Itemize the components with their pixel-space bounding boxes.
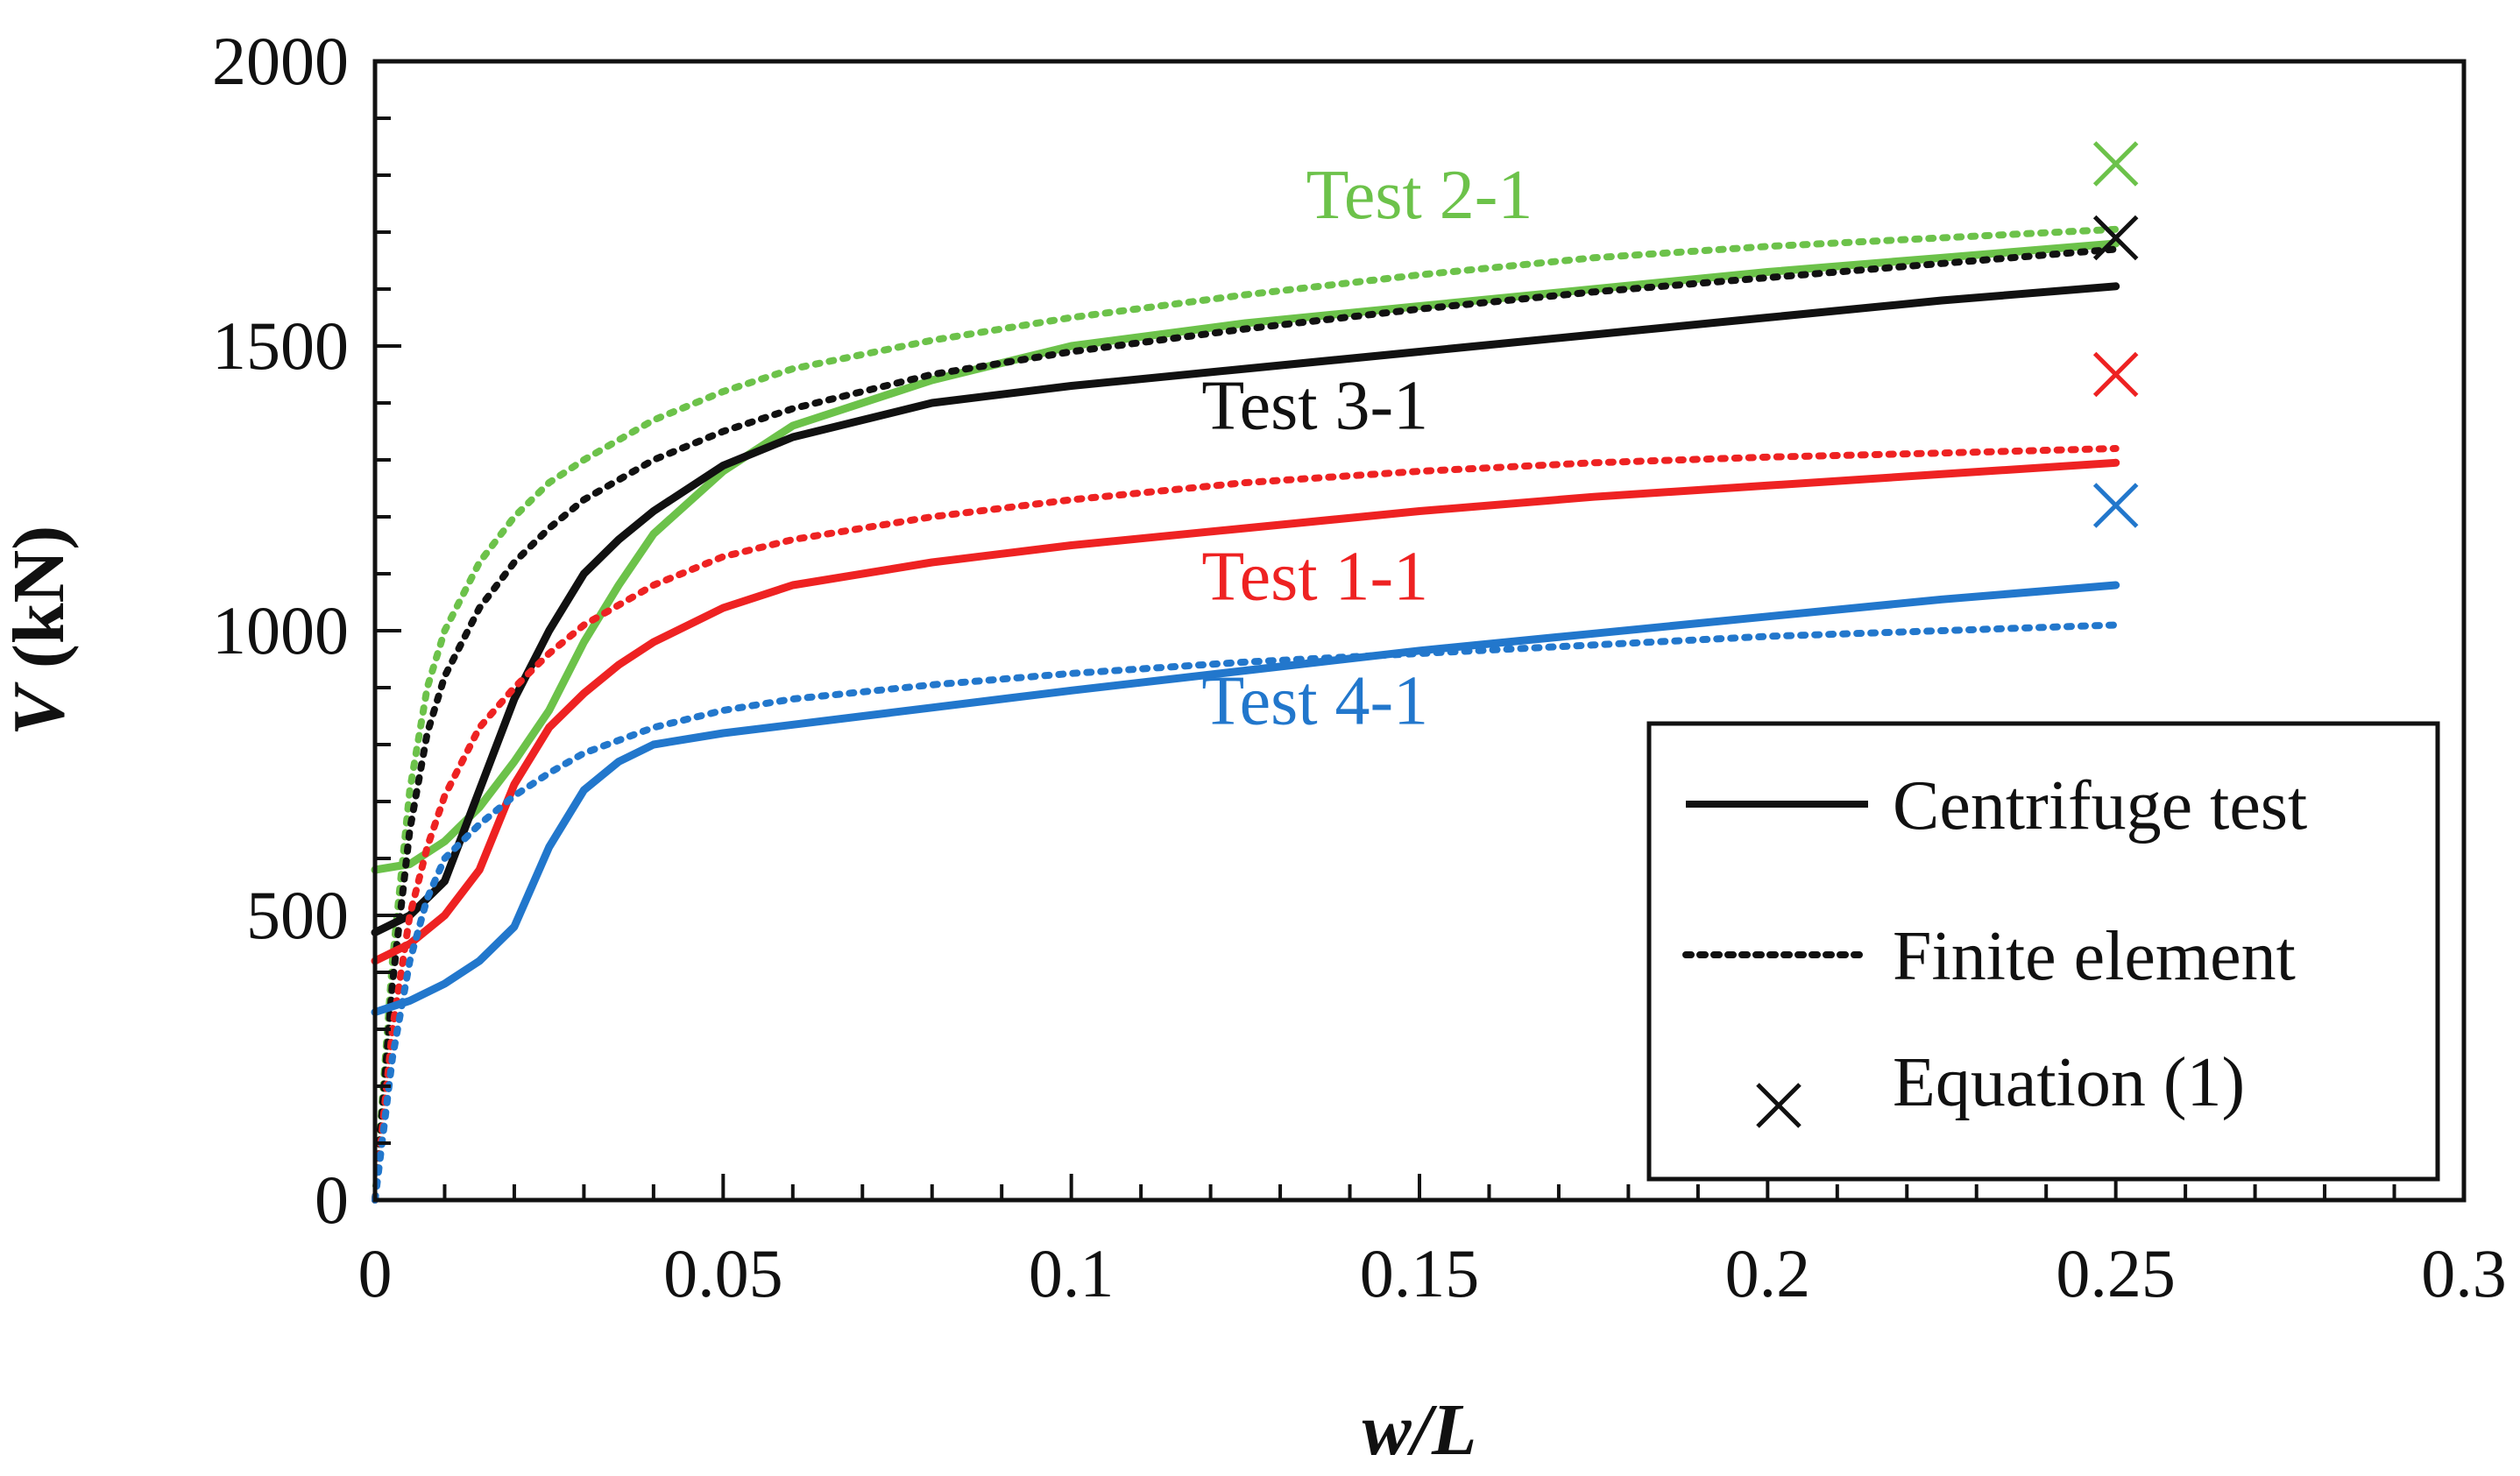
x-tick-label: 0.05: [663, 1235, 783, 1311]
test-3-1-equation-1-marker: [2092, 215, 2139, 261]
x-axis-title: w/L: [1363, 1389, 1477, 1471]
legend-label-finite-element: Finite element: [1893, 918, 2296, 995]
y-axis-title-units: (kN): [0, 526, 80, 687]
x-tick-label: 0.1: [1029, 1235, 1115, 1311]
equation-markers: [2092, 141, 2139, 528]
test-1-1-centrifuge-test-line: [371, 458, 2120, 965]
y-tick-label: 2000: [212, 23, 349, 99]
y-tick-label: 0: [315, 1162, 349, 1238]
test-4-1-equation-1-marker: [2092, 483, 2139, 528]
series-layer: [371, 225, 2120, 1204]
test-1-1-finite-element-line: [372, 445, 2120, 1204]
y-tick-label: 1500: [212, 307, 349, 384]
y-axis-title-symbol: V: [0, 682, 80, 736]
legend-cross-marker-icon: [1756, 1083, 1802, 1128]
test-4-1-label: Test 4-1: [1201, 663, 1428, 740]
legend-label-equation-1: Equation (1): [1893, 1044, 2245, 1121]
x-tick-label: 0.2: [1725, 1235, 1811, 1311]
test-1-1-label: Test 1-1: [1201, 538, 1428, 615]
y-tick-label: 500: [246, 877, 349, 953]
x-tick-label: 0.25: [2056, 1235, 2176, 1311]
test-4-1-finite-element-line: [372, 621, 2120, 1204]
test-3-1-label: Test 3-1: [1201, 367, 1428, 444]
test-2-1-label: Test 2-1: [1306, 157, 1533, 234]
test-2-1-finite-element-line: [372, 225, 2120, 1204]
test-1-1-equation-1-marker: [2092, 351, 2139, 398]
test-2-1-equation-1-marker: [2092, 141, 2139, 187]
x-tick-label: 0.15: [1360, 1235, 1480, 1311]
axis-ticks: 0 0.05 0.1 0.15 0.2 0.25 0.3 0 500 1000 1500 2000: [212, 23, 2507, 1311]
x-tick-label: 0: [358, 1235, 393, 1311]
legend-label-centrifuge-test: Centrifuge test: [1893, 767, 2307, 844]
y-tick-label: 1000: [212, 592, 349, 668]
legend: Centrifuge test Finite element Equation …: [1646, 721, 2440, 1182]
series-labels: Test 2-1 Test 3-1 Test 1-1 Test 4-1: [1201, 157, 1533, 740]
y-axis-title: V (kN): [0, 526, 80, 736]
test-3-1-finite-element-line: [372, 245, 2120, 1204]
x-tick-label: 0.3: [2421, 1235, 2507, 1311]
test-4-1-centrifuge-test-line: [371, 581, 2120, 1016]
test-3-1-centrifuge-test-line: [371, 282, 2120, 936]
